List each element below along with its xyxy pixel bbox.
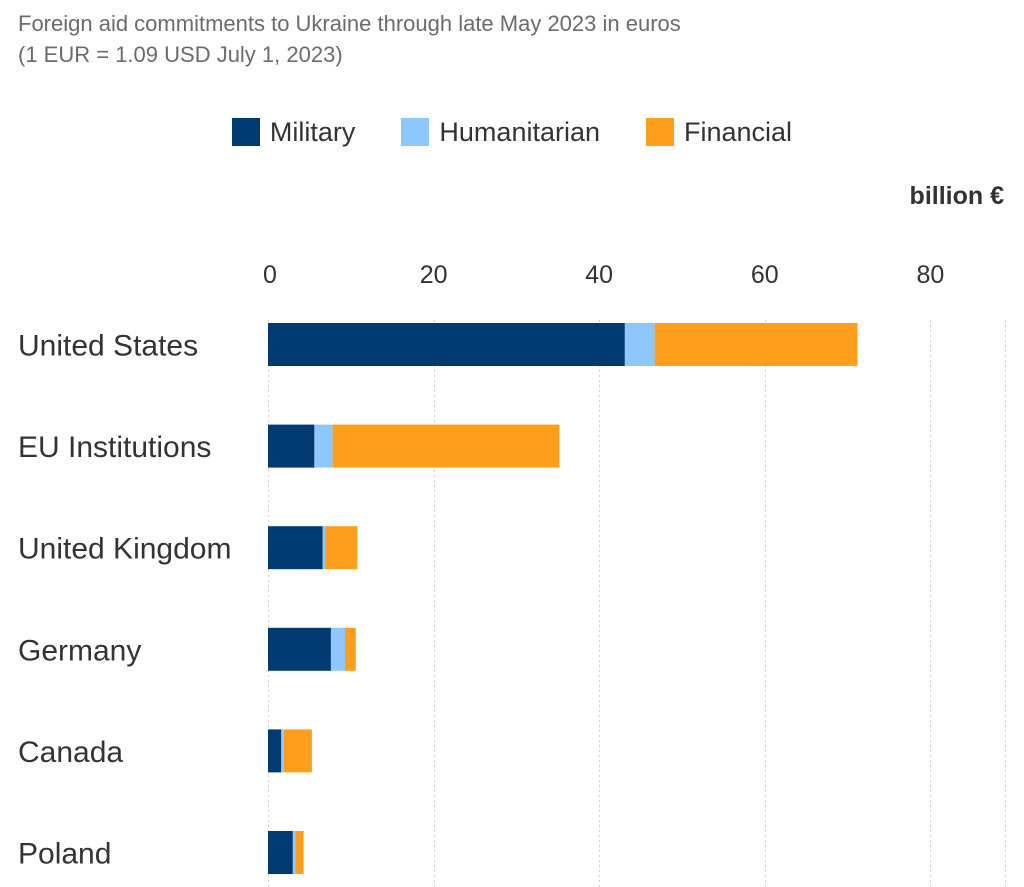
category-label-eu-institutions: EU Institutions: [18, 431, 211, 464]
category-label-germany: Germany: [18, 634, 141, 667]
legend-label-humanitarian: Humanitarian: [439, 116, 600, 147]
bar-poland-military: [268, 831, 293, 874]
bar-germany-humanitarian: [330, 627, 346, 671]
subtitle-line-1: Foreign aid commitments to Ukraine throu…: [18, 11, 681, 36]
bar-germany-financial: [345, 627, 356, 671]
bar-united-kingdom-military: [268, 526, 323, 570]
bar-canada-military: [268, 729, 282, 773]
bar-eu-institutions-financial: [332, 424, 560, 468]
bar-united-kingdom-humanitarian: [322, 526, 326, 570]
legend-label-military: Military: [269, 116, 356, 147]
bar-united-states-military: [268, 323, 625, 366]
unit-label: billion €: [909, 182, 1004, 210]
legend-item-humanitarian: Humanitarian: [401, 117, 600, 148]
category-label-canada: Canada: [18, 736, 123, 769]
legend-item-military: Military: [231, 116, 356, 148]
category-label-united-states: United States: [18, 330, 198, 363]
x-tick-label-0: 0: [263, 261, 277, 289]
x-tick-label-80: 80: [916, 261, 944, 289]
bar-eu-institutions-military: [268, 424, 315, 468]
category-label-united-kingdom: United Kingdom: [18, 533, 231, 566]
legend-swatch-military: [231, 118, 260, 146]
bar-poland-humanitarian: [292, 831, 296, 874]
bar-eu-institutions-humanitarian: [314, 424, 333, 468]
legend-label-financial: Financial: [684, 116, 793, 147]
x-tick-label-40: 40: [585, 261, 613, 289]
bar-united-states-financial: [654, 323, 858, 366]
x-tick-label-60: 60: [751, 261, 779, 289]
chart-subtitle: Foreign aid commitments to Ukraine throu…: [18, 8, 681, 70]
subtitle-line-2: (1 EUR = 1.09 USD July 1, 2023): [18, 42, 343, 67]
legend-swatch-financial: [646, 118, 674, 146]
bar-canada-financial: [283, 729, 312, 773]
legend-swatch-humanitarian: [401, 118, 430, 146]
x-tick-label-20: 20: [420, 261, 448, 289]
legend-item-financial: Financial: [646, 117, 792, 148]
bar-germany-military: [268, 627, 331, 671]
bar-poland-financial: [295, 831, 304, 874]
legend: Military Humanitarian Financial: [0, 112, 1024, 152]
bar-united-kingdom-financial: [325, 526, 358, 570]
bar-united-states-humanitarian: [624, 323, 655, 366]
bar-canada-humanitarian: [281, 729, 284, 773]
category-label-poland: Poland: [18, 838, 111, 871]
